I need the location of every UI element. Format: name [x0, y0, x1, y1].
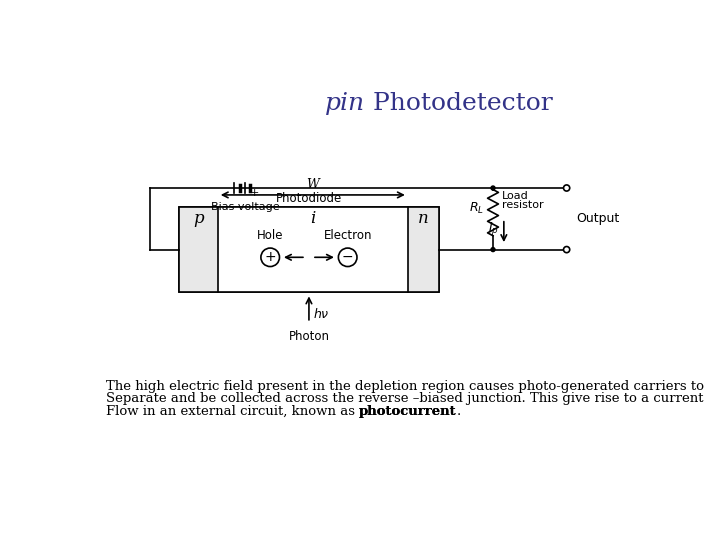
- Circle shape: [490, 185, 495, 191]
- Text: resistor: resistor: [503, 200, 544, 210]
- Bar: [179, 207, 438, 292]
- Text: +: +: [250, 188, 259, 198]
- Text: p: p: [193, 210, 204, 227]
- Text: Output: Output: [576, 212, 619, 225]
- Text: Separate and be collected across the reverse –biased junction. This give rise to: Separate and be collected across the rev…: [106, 393, 703, 406]
- Text: W: W: [307, 178, 319, 191]
- Text: Bias voltage: Bias voltage: [211, 202, 279, 212]
- Bar: [179, 207, 438, 292]
- Text: Electron: Electron: [323, 230, 372, 242]
- Circle shape: [490, 247, 495, 252]
- Text: +: +: [264, 251, 276, 264]
- Text: pin: pin: [325, 92, 365, 115]
- Text: Photodiode: Photodiode: [276, 192, 342, 205]
- Bar: [408, 207, 438, 292]
- Text: $I_p$: $I_p$: [488, 220, 499, 237]
- Circle shape: [261, 248, 279, 267]
- Text: .: .: [456, 405, 461, 418]
- Text: Photodetector: Photodetector: [365, 92, 553, 115]
- Text: Photon: Photon: [289, 330, 330, 343]
- Text: Flow in an external circuit, known as: Flow in an external circuit, known as: [106, 405, 359, 418]
- Circle shape: [564, 247, 570, 253]
- Circle shape: [338, 248, 357, 267]
- Circle shape: [564, 185, 570, 191]
- Text: −: −: [342, 251, 354, 264]
- Text: n: n: [418, 210, 428, 227]
- Text: Load: Load: [503, 191, 529, 201]
- Text: i: i: [310, 210, 315, 227]
- Text: $R_L$: $R_L$: [469, 201, 484, 217]
- Bar: [179, 207, 218, 292]
- Text: photocurrent: photocurrent: [359, 405, 456, 418]
- Bar: [218, 207, 408, 292]
- Text: photocurrent: photocurrent: [359, 405, 456, 418]
- Text: Hole: Hole: [257, 230, 284, 242]
- Text: $h\nu$: $h\nu$: [312, 307, 330, 321]
- Text: The high electric field present in the depletion region causes photo-generated c: The high electric field present in the d…: [106, 380, 703, 393]
